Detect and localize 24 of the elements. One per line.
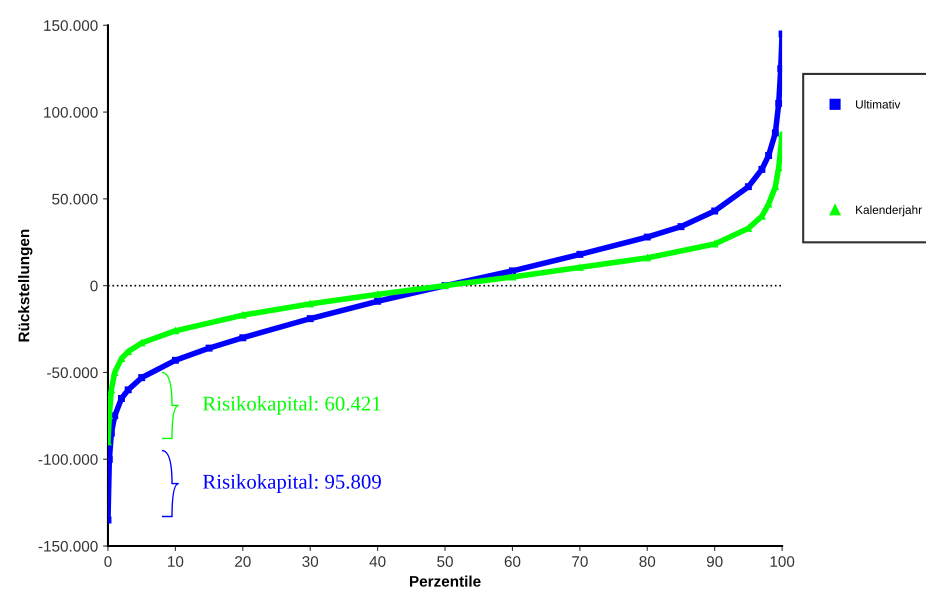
x-tick-label: 0: [104, 556, 112, 567]
annotation: Risikokapital: 60.421: [202, 396, 380, 415]
y-tick-label: -100.000: [38, 454, 98, 465]
x-tick-label: 60: [504, 556, 520, 567]
x-tick-label: 40: [369, 556, 386, 567]
x-tick-label: 100: [770, 556, 794, 567]
x-tick-label: 30: [302, 556, 318, 567]
y-tick-label: -50.000: [47, 367, 98, 378]
y-tick-label: 0: [90, 280, 98, 292]
y-tick-label: 100.000: [44, 106, 98, 118]
y-tick-label: 50.000: [52, 194, 98, 205]
x-tick-label: 20: [235, 556, 251, 567]
x-tick-label: 80: [639, 556, 656, 567]
legend-label: Kalenderjahr: [856, 205, 922, 216]
x-tick-label: 70: [572, 556, 588, 567]
y-tick-label: 150.000: [44, 20, 98, 31]
x-tick-label: 90: [706, 556, 723, 567]
x-axis-title: Perzentile: [410, 576, 481, 587]
y-axis-title: Rückstellungen: [18, 230, 32, 342]
legend-label: Ultimativ: [856, 100, 900, 109]
annotation: Risikokapital: 95.809: [202, 474, 381, 493]
x-tick-label: 50: [437, 556, 453, 567]
y-tick-label: -150.000: [38, 540, 98, 552]
x-tick-label: 10: [168, 556, 184, 567]
